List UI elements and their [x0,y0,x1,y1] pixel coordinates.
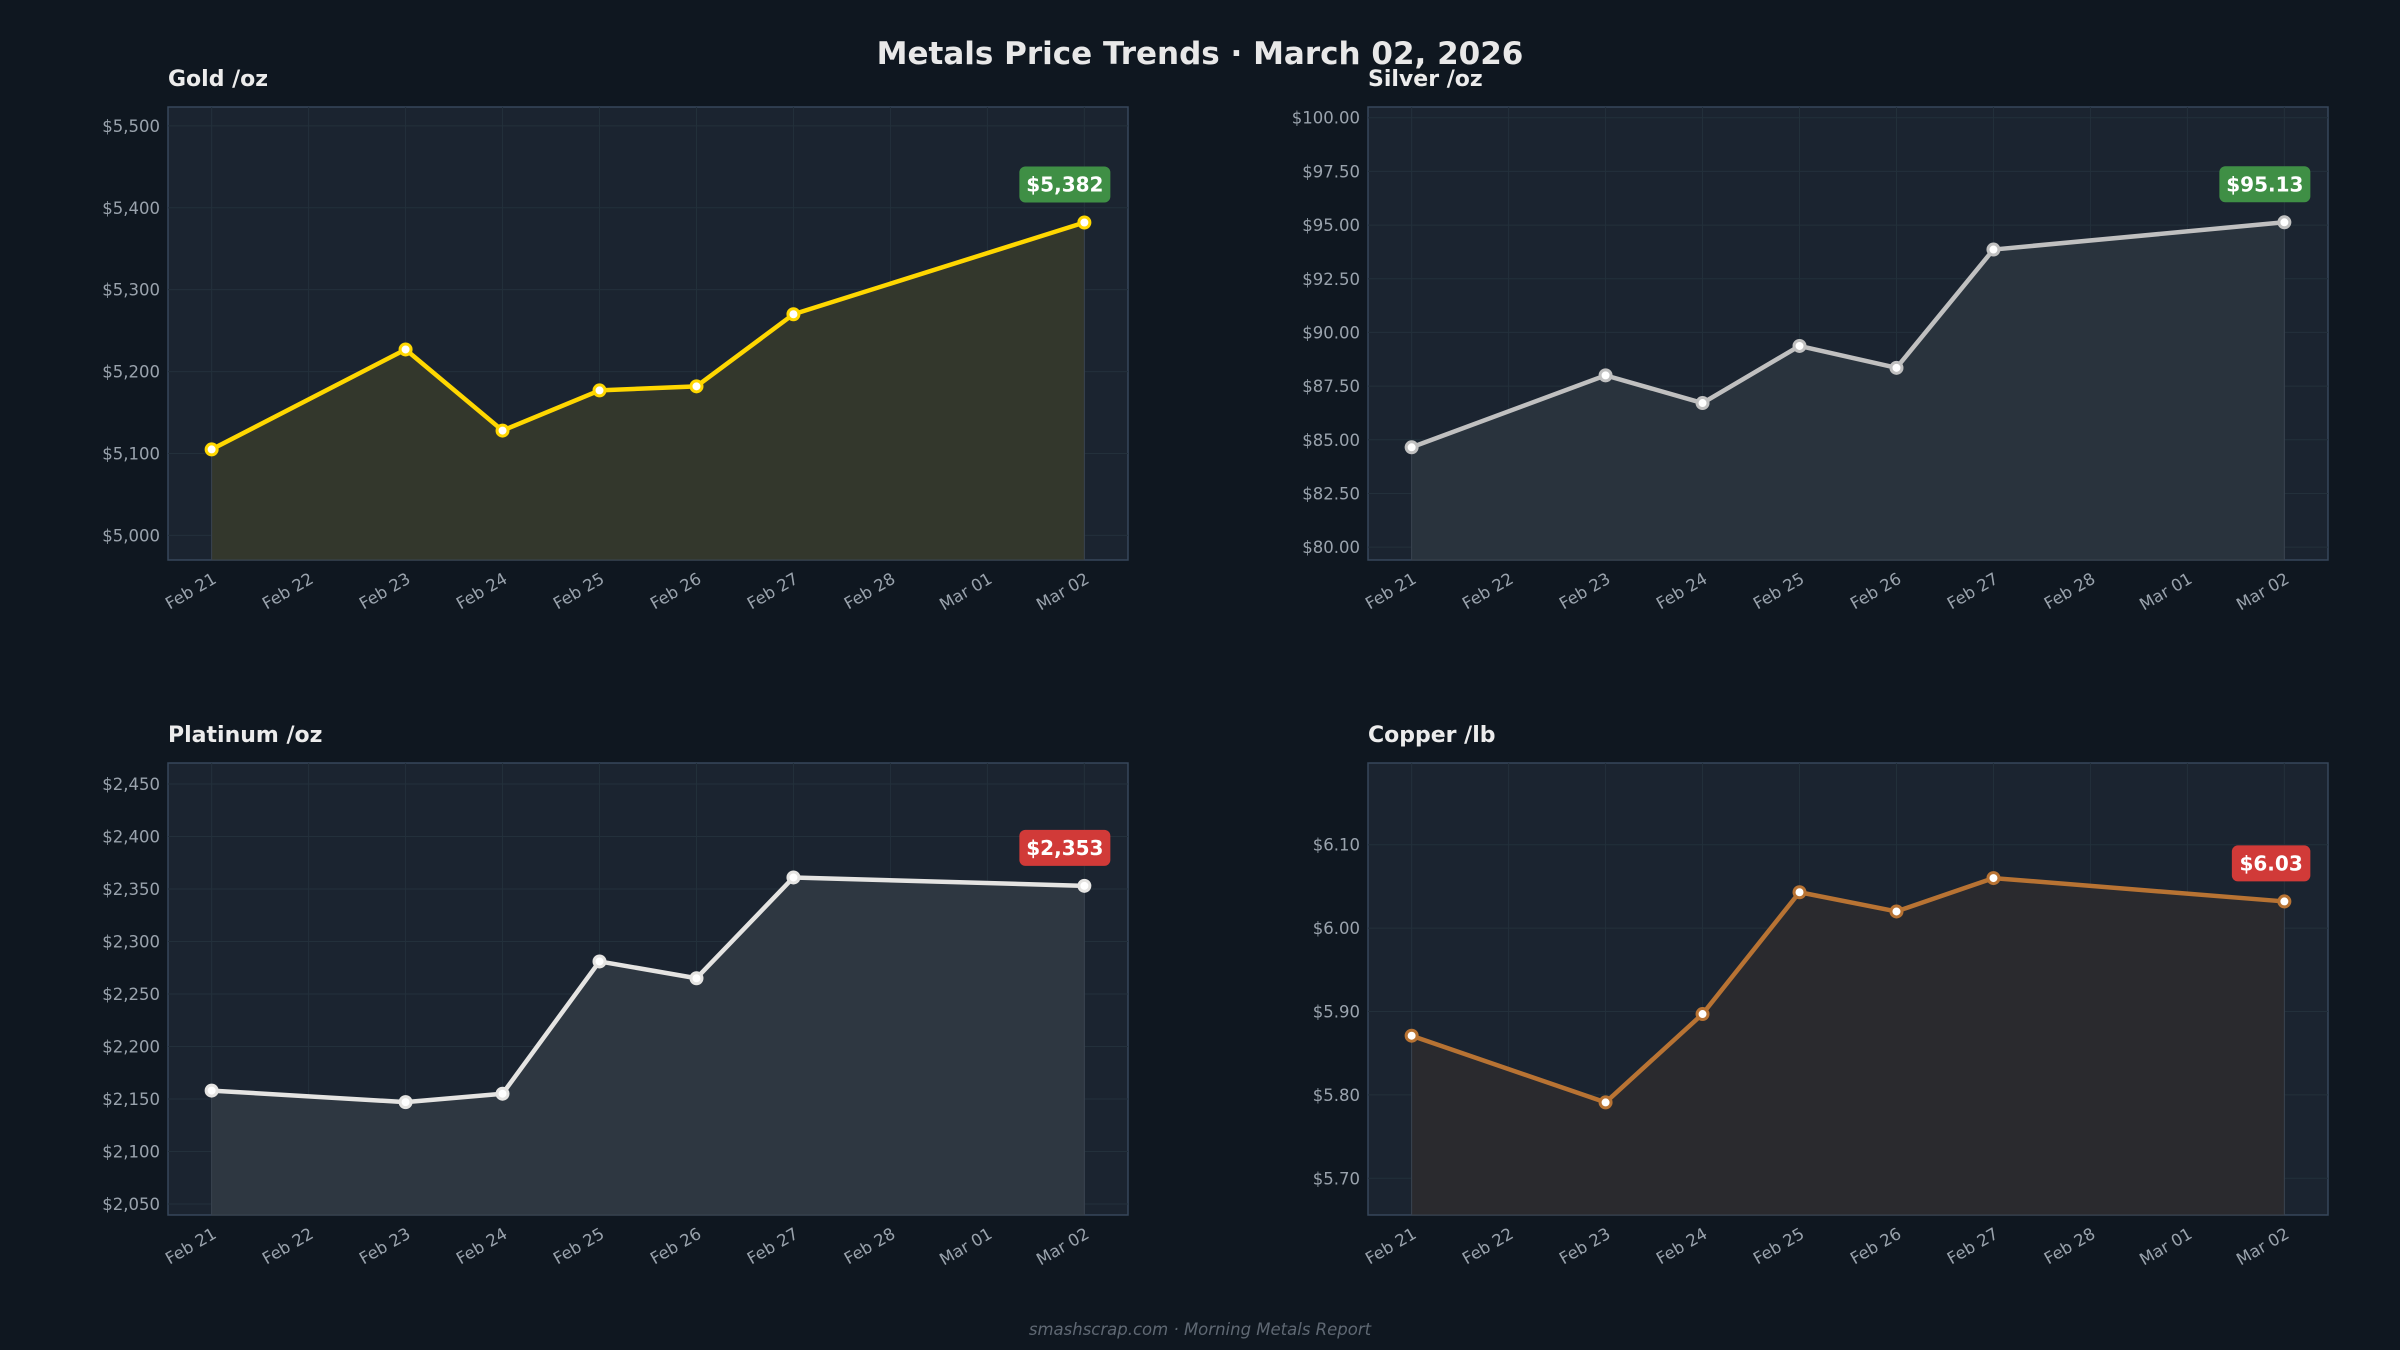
last-price-badge: $95.13 [2219,166,2311,203]
y-tick-label: $5,500 [102,117,160,136]
badge-label: $6.03 [2239,851,2302,875]
chart-title: Gold /oz [168,67,268,92]
y-tick-label: $5,100 [102,445,160,464]
data-point [495,1086,510,1101]
y-tick-label: $2,300 [102,932,160,951]
data-point [1598,368,1613,383]
data-point [786,870,801,885]
badge-label: $2,353 [1026,836,1103,860]
badge-background [1019,829,1111,866]
y-tick-label: $2,200 [102,1037,160,1056]
page-title: Metals Price Trends · March 02, 2026 [877,36,1524,72]
y-tick-label: $80.00 [1302,538,1360,557]
data-point [1986,242,2001,257]
data-point [1404,1028,1419,1043]
chart-title: Platinum /oz [168,723,322,748]
data-point [1695,1007,1710,1022]
badge-label: $5,382 [1026,173,1103,197]
y-tick-label: $100.00 [1292,109,1360,128]
y-tick-label: $6.10 [1313,836,1360,855]
data-point [1598,1095,1613,1110]
data-point [1792,338,1807,353]
data-point [1404,440,1419,455]
y-tick-label: $92.50 [1302,270,1360,289]
y-tick-label: $97.50 [1302,162,1360,181]
chart-gold: Gold /oz $5,000 $5,100 $5,200 $5,300 $5,400 $5… [102,67,1129,614]
y-tick-label: $95.00 [1302,216,1360,235]
data-point [592,383,607,398]
data-point [592,954,607,969]
data-point [204,1083,219,1098]
y-tick-label: $2,050 [102,1195,160,1214]
y-tick-label: $5.80 [1313,1086,1360,1105]
data-point [1889,904,1904,919]
y-tick-label: $5,300 [102,281,160,300]
y-tick-label: $2,450 [102,775,160,794]
y-tick-label: $90.00 [1302,323,1360,342]
badge-background [1019,166,1111,203]
data-point [2277,215,2292,230]
data-point [1986,871,2001,886]
data-point [1792,885,1807,900]
data-point [204,442,219,457]
chart-title: Copper /lb [1368,723,1496,748]
data-point [398,342,413,357]
chart-silver: Silver /oz $80.00 $82.50 $85.00 $87.50 $90.00… [1292,67,2329,614]
data-point [495,423,510,438]
data-point [786,307,801,322]
y-tick-label: $2,150 [102,1090,160,1109]
data-point [1889,360,1904,375]
badge-label: $95.13 [2226,172,2303,196]
y-tick-label: $5,200 [102,363,160,382]
y-tick-label: $2,350 [102,880,160,899]
last-price-badge: $2,353 [1019,829,1111,866]
y-tick-label: $5.70 [1313,1169,1360,1188]
y-tick-label: $82.50 [1302,484,1360,503]
data-point [1695,396,1710,411]
y-tick-label: $5,400 [102,199,160,218]
y-tick-label: $5,000 [102,526,160,545]
last-price-badge: $5,382 [1019,166,1111,203]
y-tick-label: $87.50 [1302,377,1360,396]
data-point [398,1095,413,1110]
data-point [2277,894,2292,909]
last-price-badge: $6.03 [2231,845,2311,882]
badge-background [2231,845,2311,882]
data-point [689,379,704,394]
chart-platinum: Platinum /oz $2,050 $2,100 $2,150 $2,200 $2,2… [102,723,1129,1269]
data-point [1077,215,1092,230]
y-tick-label: $5.90 [1313,1003,1360,1022]
y-tick-label: $2,250 [102,985,160,1004]
y-tick-label: $85.00 [1302,431,1360,450]
badge-background [2219,166,2311,203]
y-tick-label: $2,400 [102,827,160,846]
y-tick-label: $6.00 [1313,919,1360,938]
data-point [1077,878,1092,893]
footer-credit: smashscrap.com · Morning Metals Report [1029,1320,1372,1339]
y-tick-label: $2,100 [102,1142,160,1161]
data-point [689,971,704,986]
chart-title: Silver /oz [1368,67,1483,92]
